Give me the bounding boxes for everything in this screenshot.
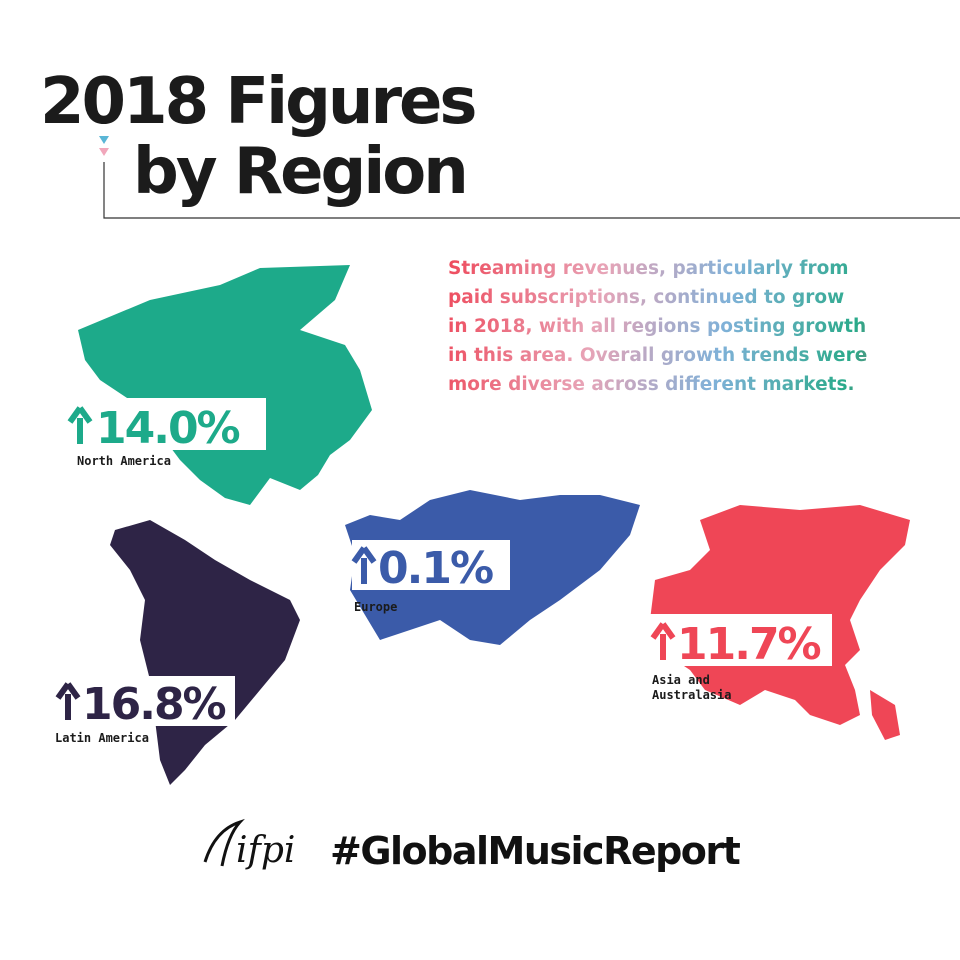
arrow-up bbox=[351, 546, 377, 584]
logo-mark bbox=[203, 818, 245, 867]
region-name: North America bbox=[77, 454, 171, 468]
label-box bbox=[55, 676, 235, 726]
growth: 0.1% bbox=[378, 543, 493, 594]
map-new-zealand bbox=[870, 690, 900, 740]
region-latin-america: 16.8% Latin America bbox=[55, 676, 235, 745]
region-asia: 11.7% Asia and Australasia bbox=[650, 614, 832, 702]
region-name: Latin America bbox=[55, 731, 149, 745]
region-name: Australasia bbox=[652, 688, 731, 702]
arrow-up bbox=[55, 682, 81, 720]
logo: ifpi bbox=[236, 830, 295, 871]
hashtag: #GlobalMusicReport bbox=[330, 829, 741, 873]
arrow-up bbox=[67, 406, 93, 444]
title-line2: by Region bbox=[133, 135, 466, 209]
divider bbox=[103, 162, 960, 219]
description-line: Streaming revenues, particularly from bbox=[448, 258, 849, 279]
description-line: paid subscriptions, continued to grow bbox=[448, 287, 845, 308]
label-box bbox=[650, 614, 832, 666]
region-name: Europe bbox=[354, 600, 397, 614]
region-north-america: 14.0% North America bbox=[67, 398, 266, 468]
growth: 14.0% bbox=[96, 403, 240, 454]
label-box bbox=[352, 540, 510, 590]
growth: 11.7% bbox=[677, 619, 821, 670]
label-box bbox=[76, 398, 266, 450]
triangle-blue bbox=[99, 136, 109, 144]
region-name: Asia and bbox=[652, 673, 710, 687]
map-latin-america bbox=[110, 520, 300, 785]
description-line: in 2018, with all regions posting growth bbox=[448, 316, 867, 337]
arrow-up bbox=[650, 622, 676, 660]
map-north-america bbox=[78, 265, 372, 505]
title-line1: 2018 Figures bbox=[40, 65, 475, 139]
growth: 16.8% bbox=[82, 679, 226, 730]
region-europe: 0.1% Europe bbox=[351, 540, 510, 614]
description: Streaming revenues, particularly from pai… bbox=[448, 254, 948, 399]
triangle-pink bbox=[99, 148, 109, 156]
description-line: more diverse across different markets. bbox=[448, 374, 855, 395]
description-line: in this area. Overall growth trends were bbox=[448, 345, 868, 366]
